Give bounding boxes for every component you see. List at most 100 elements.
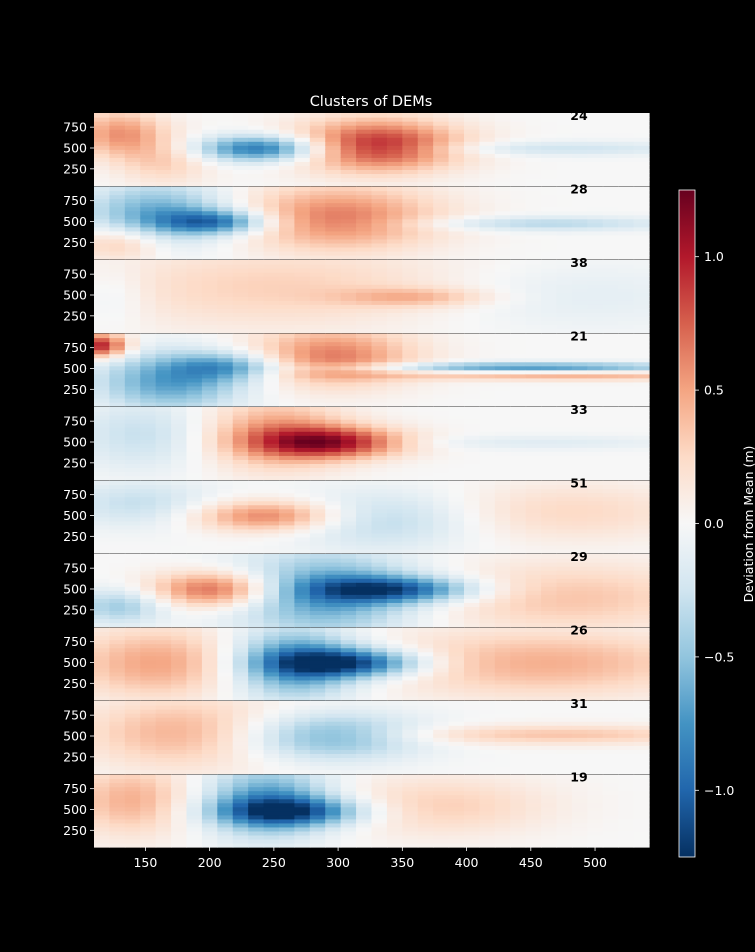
heatmap-cell [356,181,373,187]
heatmap-cell [186,121,203,126]
heatmap-cell [279,459,296,464]
heatmap-cell [464,459,481,464]
heatmap-cell [217,272,234,277]
heatmap-cell [309,292,326,297]
heatmap-cell [633,238,650,244]
heatmap-cell [325,393,342,399]
heatmap-cell [417,113,434,118]
heatmap-cell [571,610,588,616]
heatmap-cell [248,512,265,518]
heatmap-cell [433,254,450,260]
heatmap-cell [464,177,481,183]
heatmap-cell [263,373,280,379]
heatmap-cell [464,337,481,343]
heatmap-cell [263,618,280,624]
heatmap-cell [356,141,373,146]
heatmap-cell [541,357,558,363]
heatmap-cell [171,254,188,260]
heatmap-cell [510,361,527,367]
heatmap-cell [556,328,573,334]
heatmap-cell [294,578,311,583]
heatmap-cell [248,635,265,641]
heatmap-cell [263,594,280,599]
heatmap-cell [140,614,157,620]
heatmap-cell [155,173,172,179]
heatmap-cell [263,695,280,701]
heatmap-cell [279,141,296,146]
heatmap-cell [464,544,481,550]
heatmap-cell [525,528,542,534]
heatmap-cell [448,292,465,297]
heatmap-cell [124,328,141,334]
heatmap-cell [464,157,481,162]
heatmap-cell [494,389,511,395]
heatmap-cell [479,447,496,452]
heatmap-cell [494,312,511,317]
heatmap-cell [325,471,342,477]
heatmap-cell [325,504,342,510]
heatmap-cell [340,361,357,367]
heatmap-cell [371,377,388,383]
heatmap-cell [263,578,280,583]
heatmap-cell [618,300,635,305]
heatmap-cell [186,614,203,620]
heatmap-cell [386,532,403,538]
heatmap-cell [217,471,234,477]
heatmap-cell [248,407,265,412]
heatmap-cell [155,610,172,616]
heatmap-cell [417,586,434,591]
heatmap-cell [494,250,511,256]
heatmap-cell [417,268,434,273]
heatmap-cell [541,230,558,236]
heatmap-cell [232,141,249,146]
heatmap-cell [124,500,141,506]
heatmap-cell [556,397,573,403]
heatmap-cell [232,512,249,518]
cluster-count-label: 51 [570,476,587,491]
heatmap-cell [279,349,296,355]
heatmap-cell [433,393,450,399]
heatmap-cell [556,308,573,313]
heatmap-cell [510,117,527,122]
heatmap-cell [217,439,234,444]
heatmap-cell [279,520,296,526]
heatmap-cell [464,463,481,469]
heatmap-cell [433,683,450,689]
heatmap-cell [371,284,388,289]
heatmap-cell [417,226,434,232]
heatmap-cell [94,397,111,403]
heatmap-cell [155,337,172,343]
heatmap-cell [433,475,450,481]
heatmap-cell [279,566,296,571]
heatmap-cell [217,687,234,693]
heatmap-cell [633,459,650,464]
heatmap-cell [356,238,373,244]
heatmap-cell [464,415,481,420]
heatmap-cell [155,349,172,355]
heatmap-cell [325,544,342,550]
heatmap-cell [124,459,141,464]
heatmap-cell [201,439,218,444]
heatmap-cell [94,504,111,510]
heatmap-cell [232,508,249,514]
heatmap-cell [417,562,434,567]
heatmap-cell [109,419,126,424]
heatmap-cell [294,675,311,681]
heatmap-cell [124,238,141,244]
heatmap-cell [618,246,635,252]
heatmap-cell [124,186,141,192]
heatmap-cell [479,622,496,628]
heatmap-cell [155,113,172,118]
heatmap-cell [217,663,234,669]
heatmap-cell [155,341,172,347]
heatmap-cell [109,381,126,387]
heatmap-cell [294,443,311,448]
heatmap-cell [248,202,265,208]
heatmap-cell [618,566,635,571]
heatmap-cell [109,570,126,575]
heatmap-cell [541,296,558,301]
heatmap-cell [279,153,296,158]
heatmap-cell [232,455,249,460]
heatmap-cell [356,500,373,506]
heatmap-cell [124,598,141,603]
